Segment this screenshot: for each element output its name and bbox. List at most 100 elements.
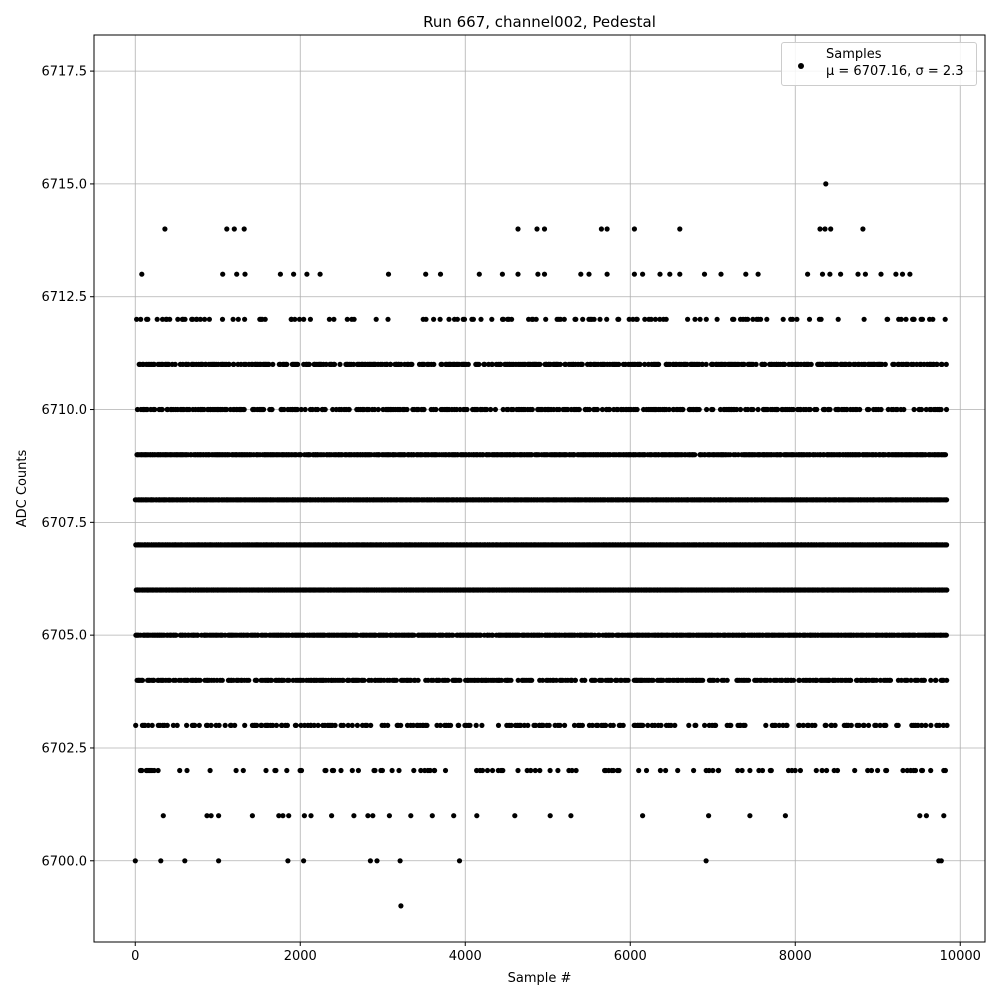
data-point <box>139 677 146 683</box>
data-point <box>658 722 664 729</box>
data-point <box>903 316 909 322</box>
data-point <box>332 722 338 729</box>
data-point <box>182 316 188 322</box>
data-point <box>270 361 276 367</box>
data-point <box>895 722 901 729</box>
data-point <box>354 722 360 729</box>
data-point <box>298 767 305 774</box>
data-point <box>594 406 601 413</box>
data-point <box>149 722 155 729</box>
data-point <box>742 722 748 729</box>
data-point <box>672 722 678 729</box>
data-point <box>883 722 889 729</box>
data-point <box>301 316 307 322</box>
data-point <box>702 722 708 729</box>
data-point <box>885 316 891 322</box>
data-point <box>928 677 934 683</box>
data-point <box>700 677 706 683</box>
data-point <box>808 361 814 367</box>
data-point <box>547 767 553 774</box>
data-point <box>680 406 686 413</box>
data-point <box>365 813 371 819</box>
data-point <box>573 767 579 774</box>
data-point <box>197 677 203 683</box>
data-point <box>579 361 585 367</box>
data-point <box>643 767 650 774</box>
data-point <box>696 406 702 413</box>
data-point <box>547 813 553 819</box>
data-point <box>784 722 790 729</box>
data-point <box>373 316 379 322</box>
data-point <box>823 722 829 729</box>
data-point <box>467 722 473 729</box>
data-point <box>512 813 518 819</box>
data-point <box>620 722 626 729</box>
data-point <box>484 767 491 774</box>
data-point <box>232 722 238 729</box>
data-point <box>233 767 239 774</box>
data-point <box>451 813 457 819</box>
data-point <box>346 406 352 413</box>
data-point <box>241 406 247 413</box>
data-point <box>411 767 417 774</box>
data-point <box>943 361 949 367</box>
data-point <box>933 677 939 683</box>
data-point <box>331 316 337 322</box>
data-point <box>306 361 312 367</box>
data-point <box>739 767 745 774</box>
data-point <box>857 406 863 413</box>
data-point <box>495 722 502 729</box>
data-point <box>797 767 804 774</box>
data-point <box>322 406 328 413</box>
data-point <box>454 316 460 322</box>
data-point <box>604 316 610 322</box>
data-point <box>397 858 403 864</box>
data-point <box>525 722 531 729</box>
data-point <box>663 767 669 774</box>
data-point <box>301 858 307 864</box>
data-point <box>429 813 435 819</box>
data-point <box>175 316 181 322</box>
data-point <box>361 677 367 683</box>
data-point <box>812 722 818 729</box>
data-point <box>415 677 421 683</box>
data-point <box>576 406 582 413</box>
data-point <box>182 858 188 864</box>
data-point <box>911 316 917 322</box>
data-point <box>216 813 222 819</box>
data-point <box>928 722 934 729</box>
data-point <box>307 316 313 322</box>
data-point <box>374 858 380 864</box>
data-point <box>478 316 484 322</box>
data-point <box>249 813 255 819</box>
data-point <box>861 722 867 729</box>
data-point <box>421 406 427 413</box>
data-point <box>704 406 710 413</box>
data-point <box>806 316 813 322</box>
data-point <box>572 677 579 683</box>
data-point <box>813 767 819 774</box>
data-point <box>835 316 841 322</box>
data-point <box>780 316 786 322</box>
data-point <box>737 406 744 413</box>
data-point <box>284 767 290 774</box>
data-point <box>370 813 376 819</box>
data-point <box>308 813 314 819</box>
data-point <box>456 858 463 864</box>
data-point <box>579 722 586 729</box>
data-point <box>731 316 737 322</box>
data-point <box>385 722 391 729</box>
data-point <box>848 722 854 729</box>
data-point <box>764 316 770 322</box>
data-point <box>355 767 361 774</box>
data-point <box>230 316 236 322</box>
data-point <box>724 677 730 683</box>
data-point <box>284 361 290 367</box>
data-point <box>479 722 485 729</box>
data-point <box>375 406 381 413</box>
data-point <box>338 767 344 774</box>
data-point <box>133 722 139 729</box>
data-point <box>686 722 692 729</box>
data-point <box>921 677 928 683</box>
